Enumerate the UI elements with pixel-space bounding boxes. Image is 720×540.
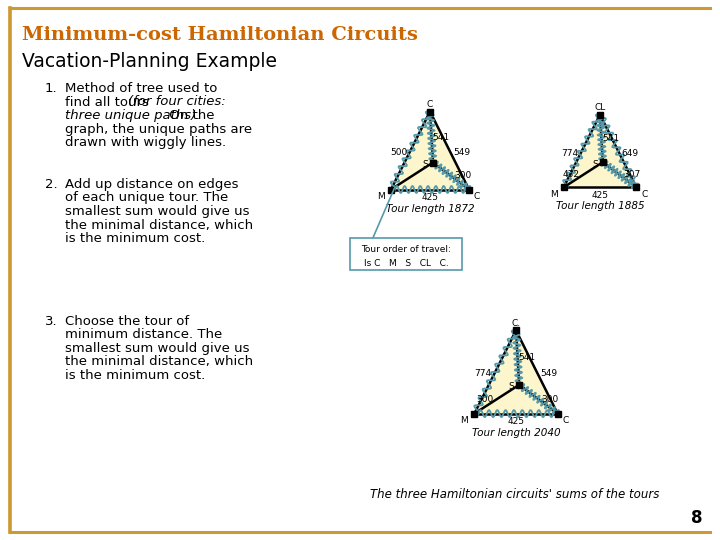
Text: S: S — [592, 160, 598, 168]
Text: C.: C. — [511, 319, 521, 328]
Text: Tour length 2040: Tour length 2040 — [472, 428, 560, 437]
Text: of each unique tour. The: of each unique tour. The — [65, 192, 228, 205]
Text: 425: 425 — [508, 417, 524, 426]
Text: C: C — [427, 100, 433, 109]
Text: C: C — [562, 416, 569, 425]
Text: 1.: 1. — [45, 82, 58, 95]
Text: 541: 541 — [518, 353, 535, 362]
Text: Tour order of travel:: Tour order of travel: — [361, 245, 451, 254]
Text: 432: 432 — [563, 170, 580, 179]
Text: 774: 774 — [474, 369, 492, 379]
Text: the minimal distance, which: the minimal distance, which — [65, 355, 253, 368]
Text: 2.: 2. — [45, 178, 58, 191]
Polygon shape — [391, 111, 469, 190]
Text: 549: 549 — [453, 148, 470, 157]
Text: Minimum-cost Hamiltonian Circuits: Minimum-cost Hamiltonian Circuits — [22, 26, 418, 44]
Text: 300: 300 — [476, 395, 493, 404]
Text: 300: 300 — [541, 395, 559, 404]
Text: is the minimum cost.: is the minimum cost. — [65, 369, 205, 382]
Text: Method of tree used to: Method of tree used to — [65, 82, 217, 95]
Text: 425: 425 — [421, 193, 438, 202]
Text: C: C — [474, 192, 480, 201]
Text: Tour length 1872: Tour length 1872 — [386, 204, 474, 213]
Text: three unique paths).: three unique paths). — [65, 109, 200, 122]
Text: M: M — [550, 190, 557, 199]
Text: M: M — [377, 192, 385, 201]
Text: graph, the unique paths are: graph, the unique paths are — [65, 123, 252, 136]
Text: the minimal distance, which: the minimal distance, which — [65, 219, 253, 232]
Text: 8: 8 — [691, 509, 703, 527]
Text: smallest sum would give us: smallest sum would give us — [65, 205, 250, 218]
Polygon shape — [474, 330, 557, 414]
FancyBboxPatch shape — [350, 238, 462, 270]
Text: S: S — [508, 382, 514, 392]
Text: On the: On the — [165, 109, 215, 122]
Text: Is C   M   S   CL   C.: Is C M S CL C. — [364, 259, 449, 268]
Text: Add up distance on edges: Add up distance on edges — [65, 178, 238, 191]
Text: 649: 649 — [621, 148, 639, 158]
Text: drawn with wiggly lines.: drawn with wiggly lines. — [65, 136, 226, 149]
Text: Tour length 1885: Tour length 1885 — [556, 201, 644, 211]
Text: Vacation-Planning Example: Vacation-Planning Example — [22, 52, 277, 71]
Text: The three Hamiltonian circuits' sums of the tours: The three Hamiltonian circuits' sums of … — [370, 488, 660, 501]
Text: (for four cities:: (for four cities: — [128, 96, 226, 109]
Text: 541: 541 — [602, 134, 619, 143]
Text: 307: 307 — [623, 170, 640, 179]
Text: is the minimum cost.: is the minimum cost. — [65, 232, 205, 245]
Text: M: M — [461, 416, 468, 425]
Polygon shape — [564, 114, 636, 187]
Text: smallest sum would give us: smallest sum would give us — [65, 342, 250, 355]
Text: 549: 549 — [540, 369, 557, 379]
Text: find all tours: find all tours — [65, 96, 153, 109]
Text: minimum distance. The: minimum distance. The — [65, 328, 222, 341]
Text: 774: 774 — [561, 148, 578, 158]
Text: 541: 541 — [432, 132, 449, 141]
Text: S: S — [422, 160, 428, 169]
Text: 3.: 3. — [45, 315, 58, 328]
Text: C: C — [642, 190, 647, 199]
Text: Choose the tour of: Choose the tour of — [65, 315, 189, 328]
Text: 500: 500 — [390, 148, 407, 157]
Text: 300: 300 — [454, 172, 472, 180]
Text: CL: CL — [595, 103, 606, 112]
Text: 425: 425 — [592, 191, 608, 200]
